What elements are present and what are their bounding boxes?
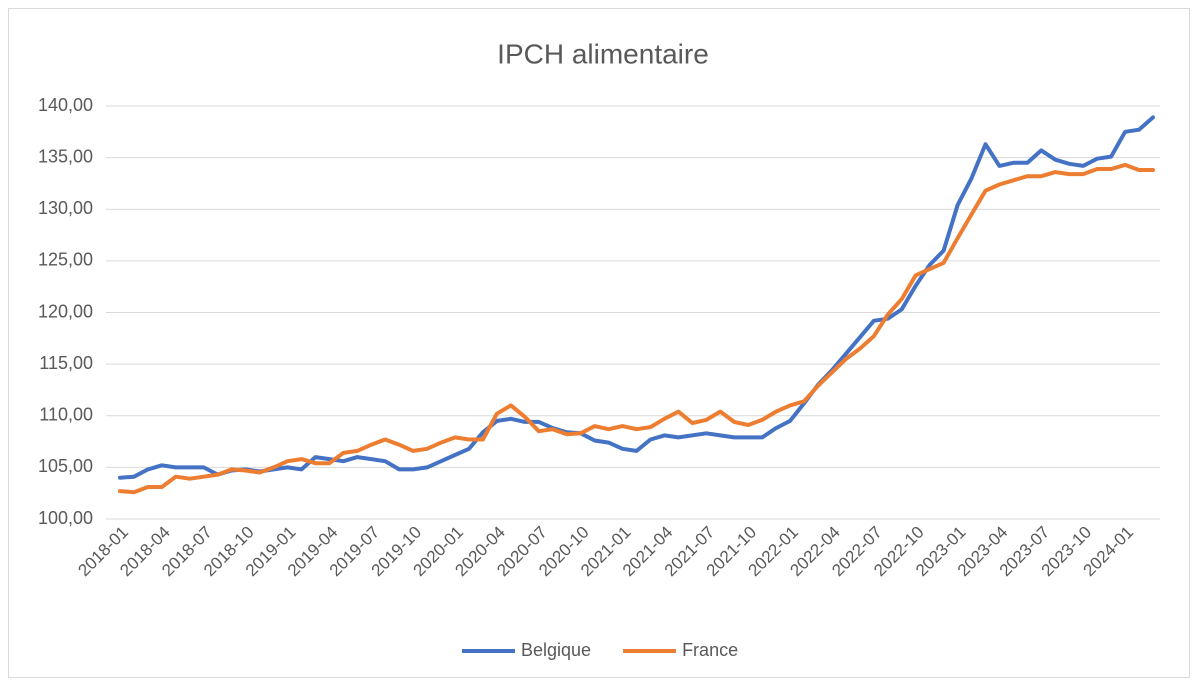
y-tick-label: 110,00 bbox=[39, 405, 93, 425]
series-line bbox=[118, 162, 1155, 495]
y-tick-label: 120,00 bbox=[38, 301, 93, 321]
chart-title: IPCH alimentaire bbox=[497, 38, 709, 69]
chart-border bbox=[8, 8, 1190, 678]
y-tick-label: 130,00 bbox=[38, 198, 93, 218]
legend-label: Belgique bbox=[521, 640, 591, 660]
legend-label: France bbox=[682, 640, 738, 660]
y-tick-label: 125,00 bbox=[38, 250, 93, 270]
y-tick-label: 100,00 bbox=[38, 508, 93, 528]
y-tick-label: 140,00 bbox=[38, 95, 93, 115]
series-line bbox=[118, 115, 1155, 480]
y-tick-label: 115,00 bbox=[39, 353, 93, 373]
y-tick-label: 135,00 bbox=[38, 146, 93, 166]
y-tick-label: 105,00 bbox=[38, 456, 93, 476]
